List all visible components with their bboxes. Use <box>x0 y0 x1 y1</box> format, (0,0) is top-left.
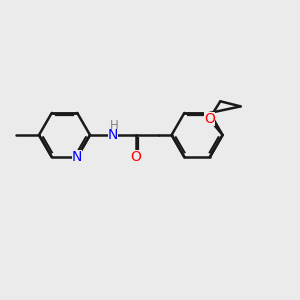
Text: N: N <box>108 128 118 142</box>
Text: O: O <box>130 150 141 164</box>
Text: N: N <box>72 150 83 164</box>
Text: O: O <box>204 112 215 126</box>
Text: H: H <box>110 119 119 132</box>
